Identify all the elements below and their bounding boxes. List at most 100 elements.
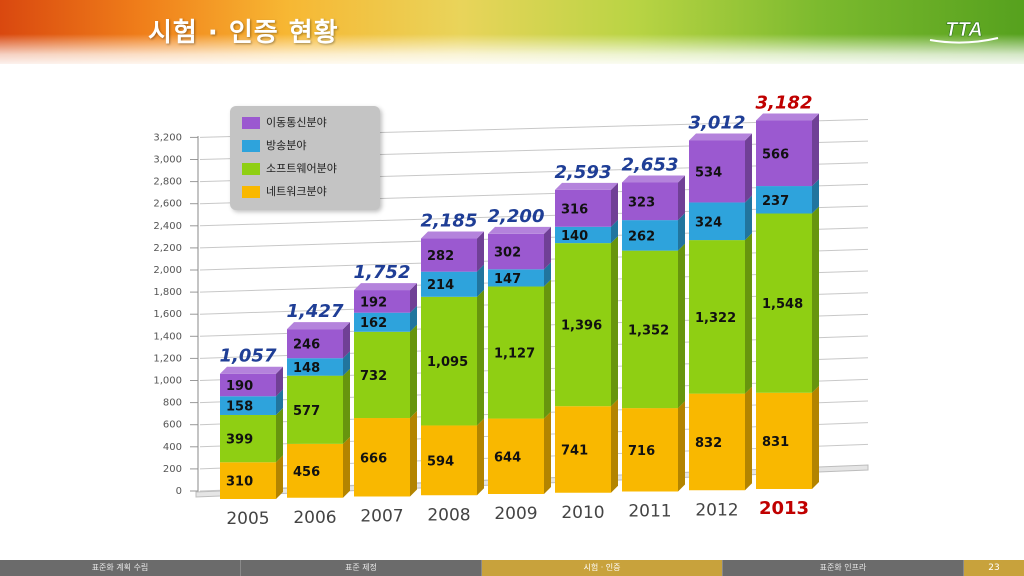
bar-value-label: 1,352 — [628, 323, 669, 338]
bar-segment-side — [611, 399, 618, 493]
x-tick-label: 2010 — [561, 503, 604, 523]
bar-value-label: 456 — [293, 465, 320, 480]
bar-segment — [220, 373, 276, 397]
bar-top-face — [220, 366, 283, 374]
bar-value-label: 324 — [695, 215, 722, 230]
footer-tab-certification[interactable]: 시험 · 인증 — [482, 560, 723, 576]
bar-segment-side — [477, 418, 484, 496]
bar-segment — [622, 408, 678, 492]
x-tick-label: 2005 — [226, 509, 269, 529]
x-tick-label: 2011 — [628, 502, 671, 522]
bar-segment — [354, 331, 410, 419]
bar-segment-side — [544, 279, 551, 419]
bar-segment-side — [812, 113, 819, 187]
bar-segment — [689, 393, 745, 491]
bar-segment-side — [410, 324, 417, 419]
bar-segment — [220, 414, 276, 463]
legend-label: 네트워크분야 — [266, 185, 327, 198]
bar-segment — [287, 329, 343, 359]
bar-top-face — [421, 231, 484, 239]
bar-segment-side — [477, 289, 484, 426]
bar-value-label: 831 — [762, 435, 789, 450]
y-tick-label: 3,200 — [153, 132, 182, 143]
x-tick-label: 2007 — [360, 507, 403, 527]
bar-value-label: 192 — [360, 295, 387, 310]
legend-swatch — [242, 140, 260, 152]
bar-segment — [421, 271, 477, 297]
bar-segment — [756, 392, 812, 489]
bar-value-label: 246 — [293, 338, 320, 353]
y-tick-label: 2,600 — [153, 199, 182, 210]
bar-value-label: 316 — [561, 202, 588, 217]
bar-segment-side — [745, 195, 752, 241]
bar-value-label: 666 — [360, 451, 387, 466]
bar-value-label: 310 — [226, 475, 253, 490]
bar-value-label: 262 — [628, 229, 655, 244]
bar-total-label: 3,182 — [756, 93, 813, 114]
bar-value-label: 1,548 — [762, 297, 803, 312]
bar-value-label: 1,095 — [427, 355, 468, 370]
y-tick-label: 1,000 — [153, 376, 182, 387]
tta-logo: TTA — [929, 19, 999, 44]
bar-total-label: 2,653 — [622, 154, 679, 175]
legend-item-broadcast: 방송분야 — [242, 139, 306, 159]
legend-item-network: 네트워크분야 — [242, 185, 327, 205]
bar-segment-side — [611, 219, 618, 244]
bar-value-label: 148 — [293, 361, 320, 376]
bar-segment — [421, 296, 477, 426]
bar-segment-side — [678, 213, 685, 251]
chart-legend: 이동통신분야 방송분야 소프트웨어분야 네트워크분야 — [230, 106, 380, 210]
bar-segment — [220, 396, 276, 415]
bar-segment-side — [343, 322, 350, 359]
y-tick-label: 2,400 — [153, 221, 182, 232]
bar-segment — [689, 140, 745, 203]
footer-tab-standard[interactable]: 표준 제정 — [241, 560, 482, 576]
bar-segment-side — [276, 366, 283, 397]
bar-segment — [756, 213, 812, 393]
y-tick-label: 0 — [176, 486, 182, 497]
bar-segment — [354, 312, 410, 332]
bar-segment-side — [343, 351, 350, 376]
legend-label: 소프트웨어분야 — [266, 162, 337, 175]
footer-tab-infra[interactable]: 표준화 인프라 — [723, 560, 964, 576]
bar-value-label: 577 — [293, 404, 320, 419]
bar-segment-side — [477, 264, 484, 297]
bar-segment-side — [678, 175, 685, 221]
page-number: 23 — [964, 560, 1024, 576]
bar-total-label: 3,012 — [689, 112, 746, 133]
y-tick-label: 1,600 — [153, 309, 182, 320]
x-tick-label: 2009 — [494, 504, 537, 524]
bar-segment — [488, 269, 544, 287]
bar-segment — [756, 120, 812, 187]
bar-segment-side — [678, 401, 685, 492]
bar-segment-side — [611, 236, 618, 407]
bar-total-label: 2,185 — [421, 211, 478, 232]
bar-segment-side — [410, 283, 417, 313]
bar-segment — [756, 186, 812, 214]
bar-segment — [622, 220, 678, 251]
bar-segment-side — [678, 243, 685, 409]
bar-segment — [220, 462, 276, 499]
bar-segment-side — [544, 226, 551, 270]
bar-total-label: 2,200 — [488, 206, 545, 227]
bar-value-label: 1,127 — [494, 347, 535, 362]
bar-value-label: 302 — [494, 246, 521, 261]
bar-value-label: 282 — [427, 249, 454, 264]
bar-segment-side — [276, 389, 283, 415]
legend-label: 이동통신분야 — [266, 116, 327, 129]
header-glow — [0, 34, 1024, 68]
bar-value-label: 237 — [762, 194, 789, 209]
y-tick-label: 3,000 — [153, 155, 182, 166]
footer-nav: 표준화 계획 수립 표준 제정 시험 · 인증 표준화 인프라 23 — [0, 560, 1024, 576]
bar-segment — [354, 418, 410, 497]
bar-segment — [287, 443, 343, 498]
bar-segment — [421, 425, 477, 496]
y-tick-label: 600 — [163, 420, 182, 431]
x-tick-label: 2013 — [759, 498, 809, 519]
footer-tab-plan[interactable]: 표준화 계획 수립 — [0, 560, 241, 576]
y-tick-label: 400 — [163, 442, 182, 453]
legend-item-software: 소프트웨어분야 — [242, 162, 337, 182]
bar-segment-side — [812, 179, 819, 214]
bar-value-label: 534 — [695, 165, 722, 180]
bar-segment-side — [343, 368, 350, 444]
